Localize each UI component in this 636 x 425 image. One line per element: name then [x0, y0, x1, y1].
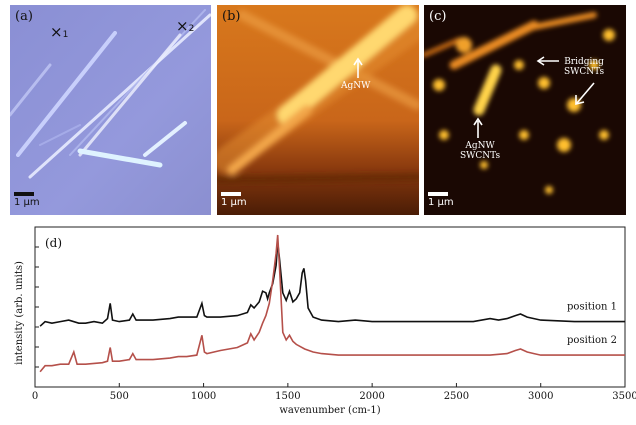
scale-bar: 1 µm	[221, 192, 247, 208]
spectra-chart: (d) intensity (arb. units) wavenumber (c…	[14, 226, 636, 416]
x-axis-label: wavenumber (cm-1)	[279, 405, 380, 416]
series-label-2: position 2	[567, 335, 617, 346]
arrow-down-left-icon	[575, 82, 595, 106]
scale-bar: 1 µm	[428, 192, 454, 208]
series-line-2	[39, 234, 625, 373]
scale-bar: 1 µm	[14, 192, 40, 208]
y-axis-label: intensity (arb. units)	[14, 261, 25, 365]
x-tick-label: 3000	[528, 391, 553, 402]
cross-icon: ×	[50, 23, 63, 41]
bridging-swcnts-annotation: Bridging SWCNTs	[564, 57, 605, 77]
x-tick-label: 1000	[191, 391, 216, 402]
arrow-up-icon	[473, 117, 483, 138]
agnw-annotation: AgNW	[341, 81, 371, 91]
x-tick-label: 2500	[444, 391, 469, 402]
x-tick-label: 500	[110, 391, 129, 402]
position-2-marker: ×2	[176, 17, 195, 35]
signal-image	[424, 5, 626, 215]
x-tick-label: 2000	[359, 391, 384, 402]
plot-frame	[34, 226, 626, 388]
panel-b-label: (b)	[222, 9, 241, 24]
panel-d-label: (d)	[45, 236, 62, 250]
x-tick-label: 3500	[612, 391, 636, 402]
series-line-1	[39, 242, 625, 327]
cross-icon: ×	[176, 17, 189, 35]
x-tick-label: 0	[32, 391, 38, 402]
panel-c-signal-image: (c) AgNW SWCNTs Bridging SWCNTs 1 µm	[424, 5, 626, 215]
arrow-up-icon	[353, 57, 363, 78]
series-label-1: position 1	[567, 302, 617, 313]
position-1-marker: ×1	[50, 23, 69, 41]
topography-image	[217, 5, 419, 215]
x-tick-label: 1500	[275, 391, 300, 402]
panel-a-optical-image: (a) ×1 ×2 1 µm	[10, 5, 211, 215]
agnw-swcnts-annotation: AgNW SWCNTs	[460, 141, 501, 161]
arrow-left-icon	[536, 56, 559, 66]
panel-b-topography-image: (b) AgNW 1 µm	[217, 5, 419, 215]
panel-a-label: (a)	[15, 9, 33, 24]
optical-image	[10, 5, 211, 215]
panel-c-label: (c)	[429, 9, 447, 24]
